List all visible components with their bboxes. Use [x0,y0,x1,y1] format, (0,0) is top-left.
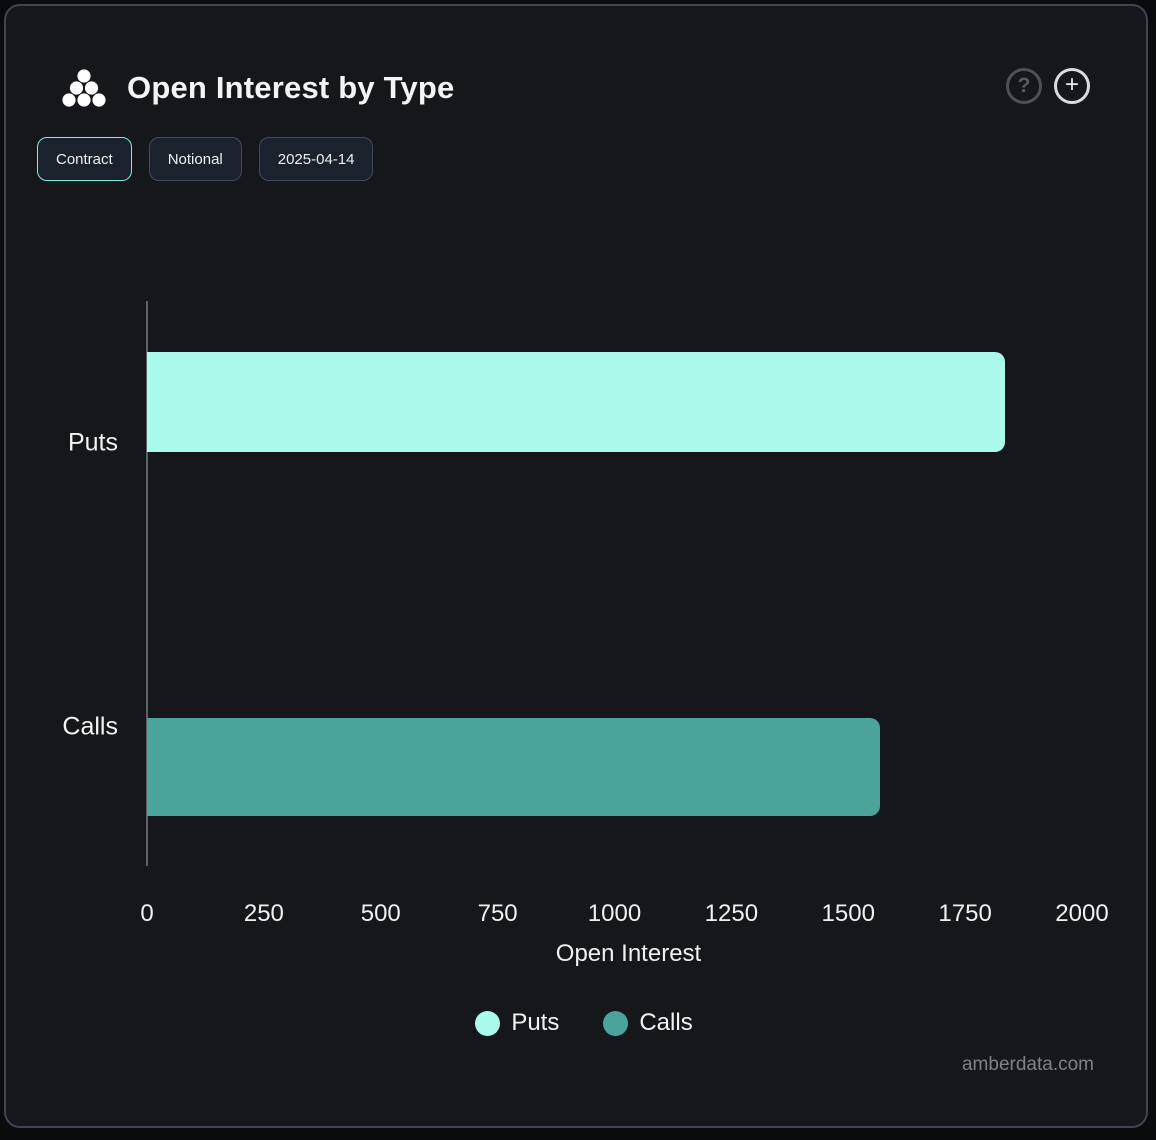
category-label-calls: Calls [62,712,118,741]
x-tick-label: 1250 [704,900,759,927]
page-title: Open Interest by Type [127,70,455,105]
x-tick-label: 0 [140,900,154,927]
x-tick-label: 1500 [821,900,875,927]
x-tick-label: 750 [477,900,518,927]
legend-swatch-icon [475,1010,501,1036]
x-tick-label: 250 [243,900,284,927]
filter-toolbar: Contract Notional 2025-04-14 [37,137,374,181]
x-tick-label: 1750 [938,900,992,927]
chart-panel: Open Interest by Type ? + Contract Notio… [4,4,1148,1128]
date-picker-button[interactable]: 2025-04-14 [258,137,374,181]
bar-chart: Puts Calls 0 250 500 750 1000 1250 1500 1750 2000 O… [6,6,1156,1140]
x-tick-label: 500 [360,900,401,927]
category-label-puts: Puts [67,428,118,457]
x-tick-label: 2000 [1055,900,1109,927]
chart-legend: Puts Calls [6,1009,1156,1037]
legend-label: Puts [511,1009,560,1036]
amberdata-logo-icon [62,69,106,107]
contract-toggle-button[interactable]: Contract [37,137,132,181]
watermark: amberdata.com [961,1054,1094,1075]
header-actions: ? + [1006,68,1090,104]
legend-swatch-icon [603,1010,629,1036]
bar-calls[interactable] [147,718,881,816]
legend-label: Calls [639,1009,693,1036]
legend-item-calls[interactable]: Calls [603,1009,693,1037]
legend-item-puts[interactable]: Puts [475,1009,559,1037]
add-icon[interactable]: + [1054,68,1090,104]
notional-toggle-button[interactable]: Notional [148,137,242,181]
y-axis-line [146,301,148,866]
x-tick-label: 1000 [587,900,642,927]
bar-puts[interactable] [147,352,1005,452]
x-axis-title: Open Interest [555,940,702,967]
help-icon[interactable]: ? [1006,68,1042,104]
panel-header: Open Interest by Type [59,66,454,110]
